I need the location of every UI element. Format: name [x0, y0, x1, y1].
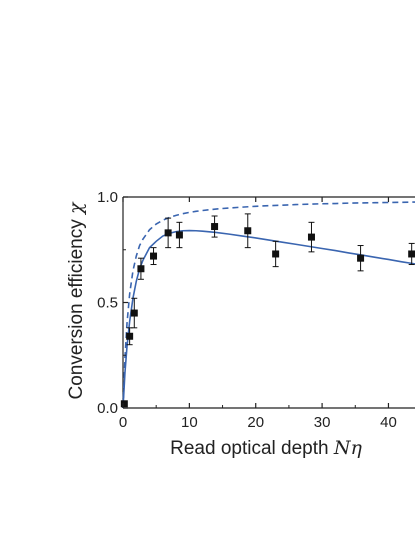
data-point	[150, 252, 158, 260]
x-tick-label: 30	[314, 414, 331, 431]
plot-frame	[122, 196, 415, 409]
x-tick-label: 40	[380, 414, 397, 431]
solid-model-curve	[122, 229, 415, 409]
data-points	[120, 213, 415, 408]
data-point	[175, 231, 183, 239]
data-point	[307, 233, 315, 241]
x-tick-label: 20	[247, 414, 264, 431]
x-tick-label: 0	[119, 414, 127, 431]
data-point	[164, 229, 172, 237]
y-axis-title: Conversion efficiency χ	[65, 201, 87, 400]
data-point	[272, 250, 280, 258]
data-point	[130, 309, 138, 317]
data-point	[408, 250, 415, 258]
y-tick-label: 0.5	[97, 295, 118, 312]
data-point	[120, 400, 128, 408]
data-point	[357, 254, 365, 262]
y-tick-label: 1.0	[97, 189, 118, 206]
data-point	[137, 265, 145, 273]
x-axis-title: Read optical depth Nη	[170, 437, 362, 459]
model-curves	[122, 201, 415, 409]
data-point	[126, 332, 134, 340]
y-tick-label: 0.0	[97, 400, 118, 417]
dashed-model-curve	[122, 201, 415, 409]
axis-ticks: 0 10 20 30 40 0.0 0.5 1.0	[97, 189, 397, 431]
data-point	[211, 223, 219, 231]
data-point	[244, 227, 252, 235]
x-tick-label: 10	[181, 414, 198, 431]
